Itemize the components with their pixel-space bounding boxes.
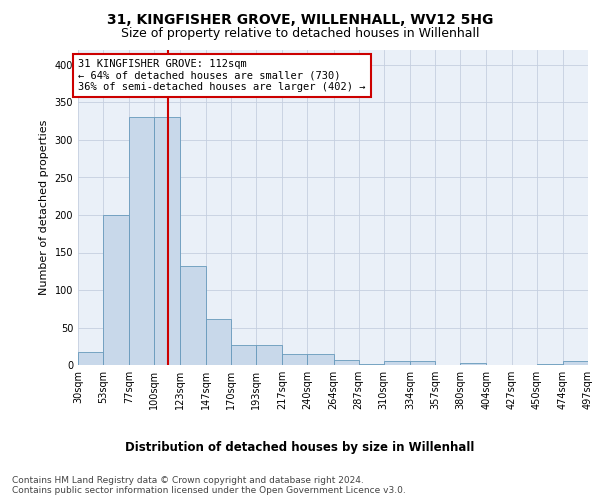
Bar <box>130 118 154 365</box>
Bar <box>536 364 563 365</box>
Text: 31, KINGFISHER GROVE, WILLENHALL, WV12 5HG: 31, KINGFISHER GROVE, WILLENHALL, WV12 5… <box>107 12 493 26</box>
Bar <box>206 318 231 365</box>
Text: Contains HM Land Registry data © Crown copyright and database right 2024.
Contai: Contains HM Land Registry data © Crown c… <box>12 476 406 495</box>
Text: 31 KINGFISHER GROVE: 112sqm
← 64% of detached houses are smaller (730)
36% of se: 31 KINGFISHER GROVE: 112sqm ← 64% of det… <box>78 59 365 92</box>
Bar <box>460 363 487 365</box>
Bar <box>78 352 103 365</box>
Bar <box>154 118 179 365</box>
Bar <box>334 360 359 365</box>
Text: Distribution of detached houses by size in Willenhall: Distribution of detached houses by size … <box>125 441 475 454</box>
Y-axis label: Number of detached properties: Number of detached properties <box>39 120 49 295</box>
Text: Size of property relative to detached houses in Willenhall: Size of property relative to detached ho… <box>121 28 479 40</box>
Bar <box>282 354 307 365</box>
Bar <box>307 354 334 365</box>
Bar <box>256 345 282 365</box>
Bar <box>179 266 206 365</box>
Bar <box>563 361 588 365</box>
Bar <box>410 361 435 365</box>
Bar <box>103 215 130 365</box>
Bar <box>231 345 256 365</box>
Bar <box>384 361 410 365</box>
Bar <box>359 364 384 365</box>
